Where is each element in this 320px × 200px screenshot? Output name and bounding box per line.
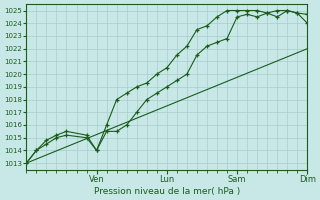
X-axis label: Pression niveau de la mer( hPa ): Pression niveau de la mer( hPa ) bbox=[94, 187, 240, 196]
